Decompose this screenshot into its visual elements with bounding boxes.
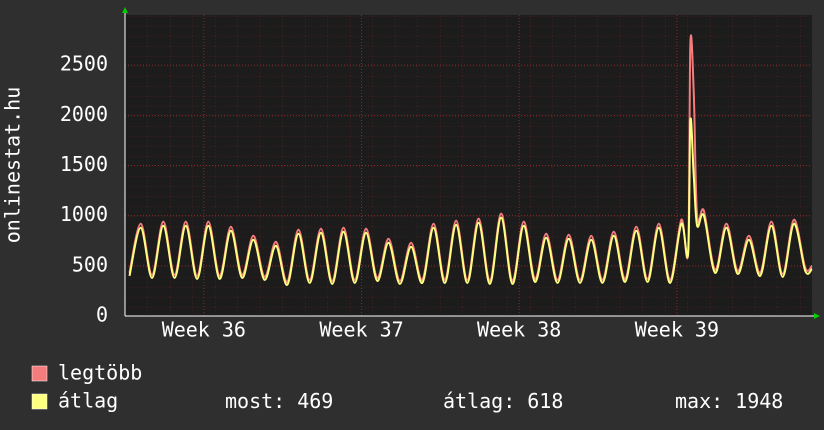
x-tick-label: Week 36 (162, 318, 246, 342)
series-line (128, 117, 813, 286)
x-tick-label: Week 39 (635, 318, 719, 342)
stat-label: most: (225, 389, 285, 413)
y-arrow (122, 7, 128, 13)
series-line (128, 34, 813, 283)
y-tick-label: 2000 (60, 102, 108, 126)
minor-grid (125, 15, 812, 316)
x-tick-label: Week 38 (477, 318, 561, 342)
stat-value: 1948 (735, 389, 783, 413)
stat-label: átlag: (443, 389, 515, 413)
y-tick-label: 0 (96, 303, 108, 327)
y-tick-label: 1500 (60, 152, 108, 176)
stat-value: 469 (297, 389, 333, 413)
stat: max: 1948 (675, 389, 783, 413)
y-tick-label: 2500 (60, 52, 108, 76)
y-axis-label: onlinestat.hu (1, 87, 25, 244)
y-tick-label: 1000 (60, 202, 108, 226)
legend-swatch (31, 393, 48, 410)
y-tick-label: 500 (72, 252, 108, 276)
legend-label: átlag (58, 389, 118, 413)
stat-value: 618 (527, 389, 563, 413)
legend-label: legtöbb (58, 361, 142, 385)
legend-swatch (31, 365, 48, 382)
stat-label: max: (675, 389, 723, 413)
stat: átlag: 618 (443, 389, 563, 413)
stat: most: 469 (225, 389, 333, 413)
x-tick-label: Week 37 (319, 318, 403, 342)
x-arrow (814, 313, 820, 319)
